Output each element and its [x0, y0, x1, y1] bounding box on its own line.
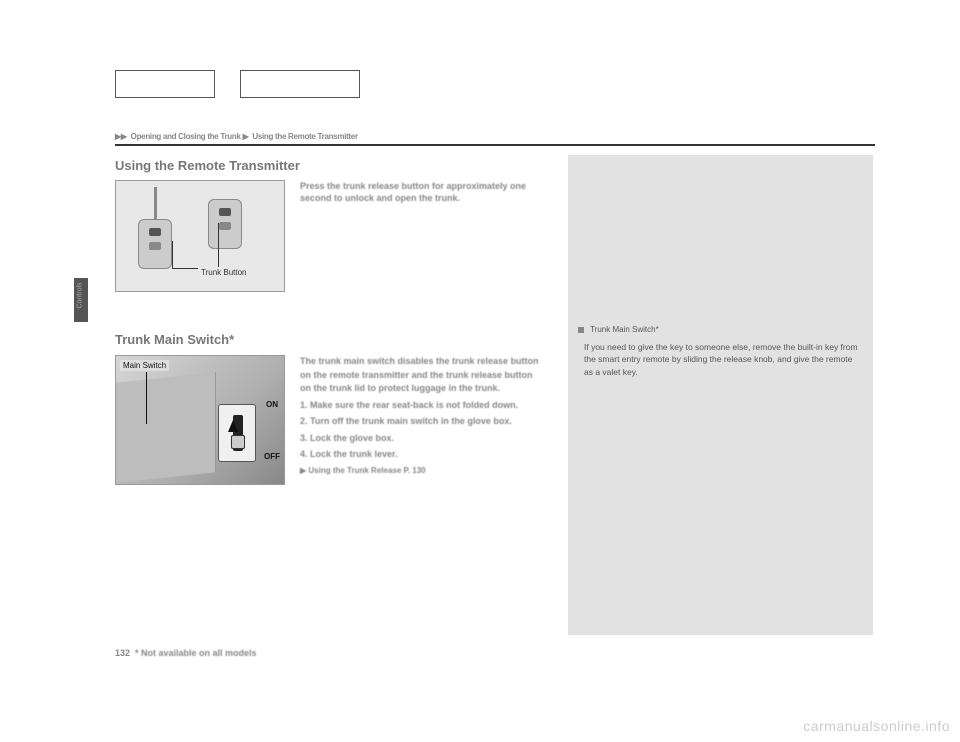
section-tab-label: Controls: [77, 276, 84, 316]
section-heading-mainswitch: Trunk Main Switch*: [115, 332, 234, 347]
bullet-icon: [578, 327, 584, 333]
breadcrumb-section: Opening and Closing the Trunk: [131, 132, 241, 141]
fob-button-icon: [219, 208, 231, 216]
page-number: 132: [115, 648, 130, 658]
figure-callout-main-switch: Main Switch: [120, 360, 169, 371]
manual-page: ▶▶ Opening and Closing the Trunk ▶ Using…: [105, 40, 885, 680]
sidebar-heading: Trunk Main Switch*: [578, 325, 659, 334]
fob-button-icon: [149, 228, 161, 236]
step-2: 2. Turn off the trunk main switch in the…: [300, 415, 540, 429]
breadcrumb-subsection: Using the Remote Transmitter: [252, 132, 357, 141]
key-fob-icon: [208, 199, 242, 249]
main-switch-figure: Main Switch ON OFF: [115, 355, 285, 485]
sidebar-heading-text: Trunk Main Switch*: [590, 325, 659, 334]
mainswitch-body-text: The trunk main switch disables the trunk…: [300, 355, 540, 477]
fob-button-icon: [149, 242, 161, 250]
leader-line: [172, 241, 208, 269]
cross-reference: ▶ Using the Trunk Release P. 130: [300, 465, 540, 477]
step-1: 1. Make sure the rear seat-back is not f…: [300, 399, 540, 413]
key-fob-icon: [138, 219, 172, 269]
sidebar-note: If you need to give the key to someone e…: [584, 341, 859, 378]
key-blade-icon: [154, 187, 157, 219]
breadcrumb: ▶▶ Opening and Closing the Trunk ▶ Using…: [115, 132, 358, 141]
fob-button-icon: [219, 222, 231, 230]
remote-body-text: Press the trunk release button for appro…: [300, 180, 530, 204]
step-4: 4. Lock the trunk lever.: [300, 448, 540, 462]
redaction-box: [240, 70, 360, 98]
watermark: carmanualsonline.info: [803, 718, 950, 734]
switch-icon: [218, 404, 256, 462]
remote-transmitter-figure: Trunk Button: [115, 180, 285, 292]
footnote: * Not available on all models: [135, 648, 257, 658]
chevron-right-icon: ▶: [243, 132, 249, 141]
on-label: ON: [266, 400, 278, 409]
info-sidebar: Trunk Main Switch* If you need to give t…: [568, 155, 873, 635]
section-heading-remote: Using the Remote Transmitter: [115, 158, 300, 173]
figure-callout-trunk-button: Trunk Button: [198, 267, 250, 278]
glovebox-panel-icon: [115, 372, 216, 484]
redaction-box: [115, 70, 215, 98]
off-label: OFF: [264, 452, 280, 461]
section-tab: Controls: [74, 278, 88, 322]
switch-knob: [231, 435, 245, 449]
arrow-up-icon: [228, 420, 238, 432]
mainswitch-intro: The trunk main switch disables the trunk…: [300, 355, 540, 396]
chevron-right-icon: ▶▶: [115, 132, 127, 141]
horizontal-rule: [115, 144, 875, 146]
step-3: 3. Lock the glove box.: [300, 432, 540, 446]
leader-line: [218, 223, 219, 269]
leader-line: [146, 372, 147, 424]
